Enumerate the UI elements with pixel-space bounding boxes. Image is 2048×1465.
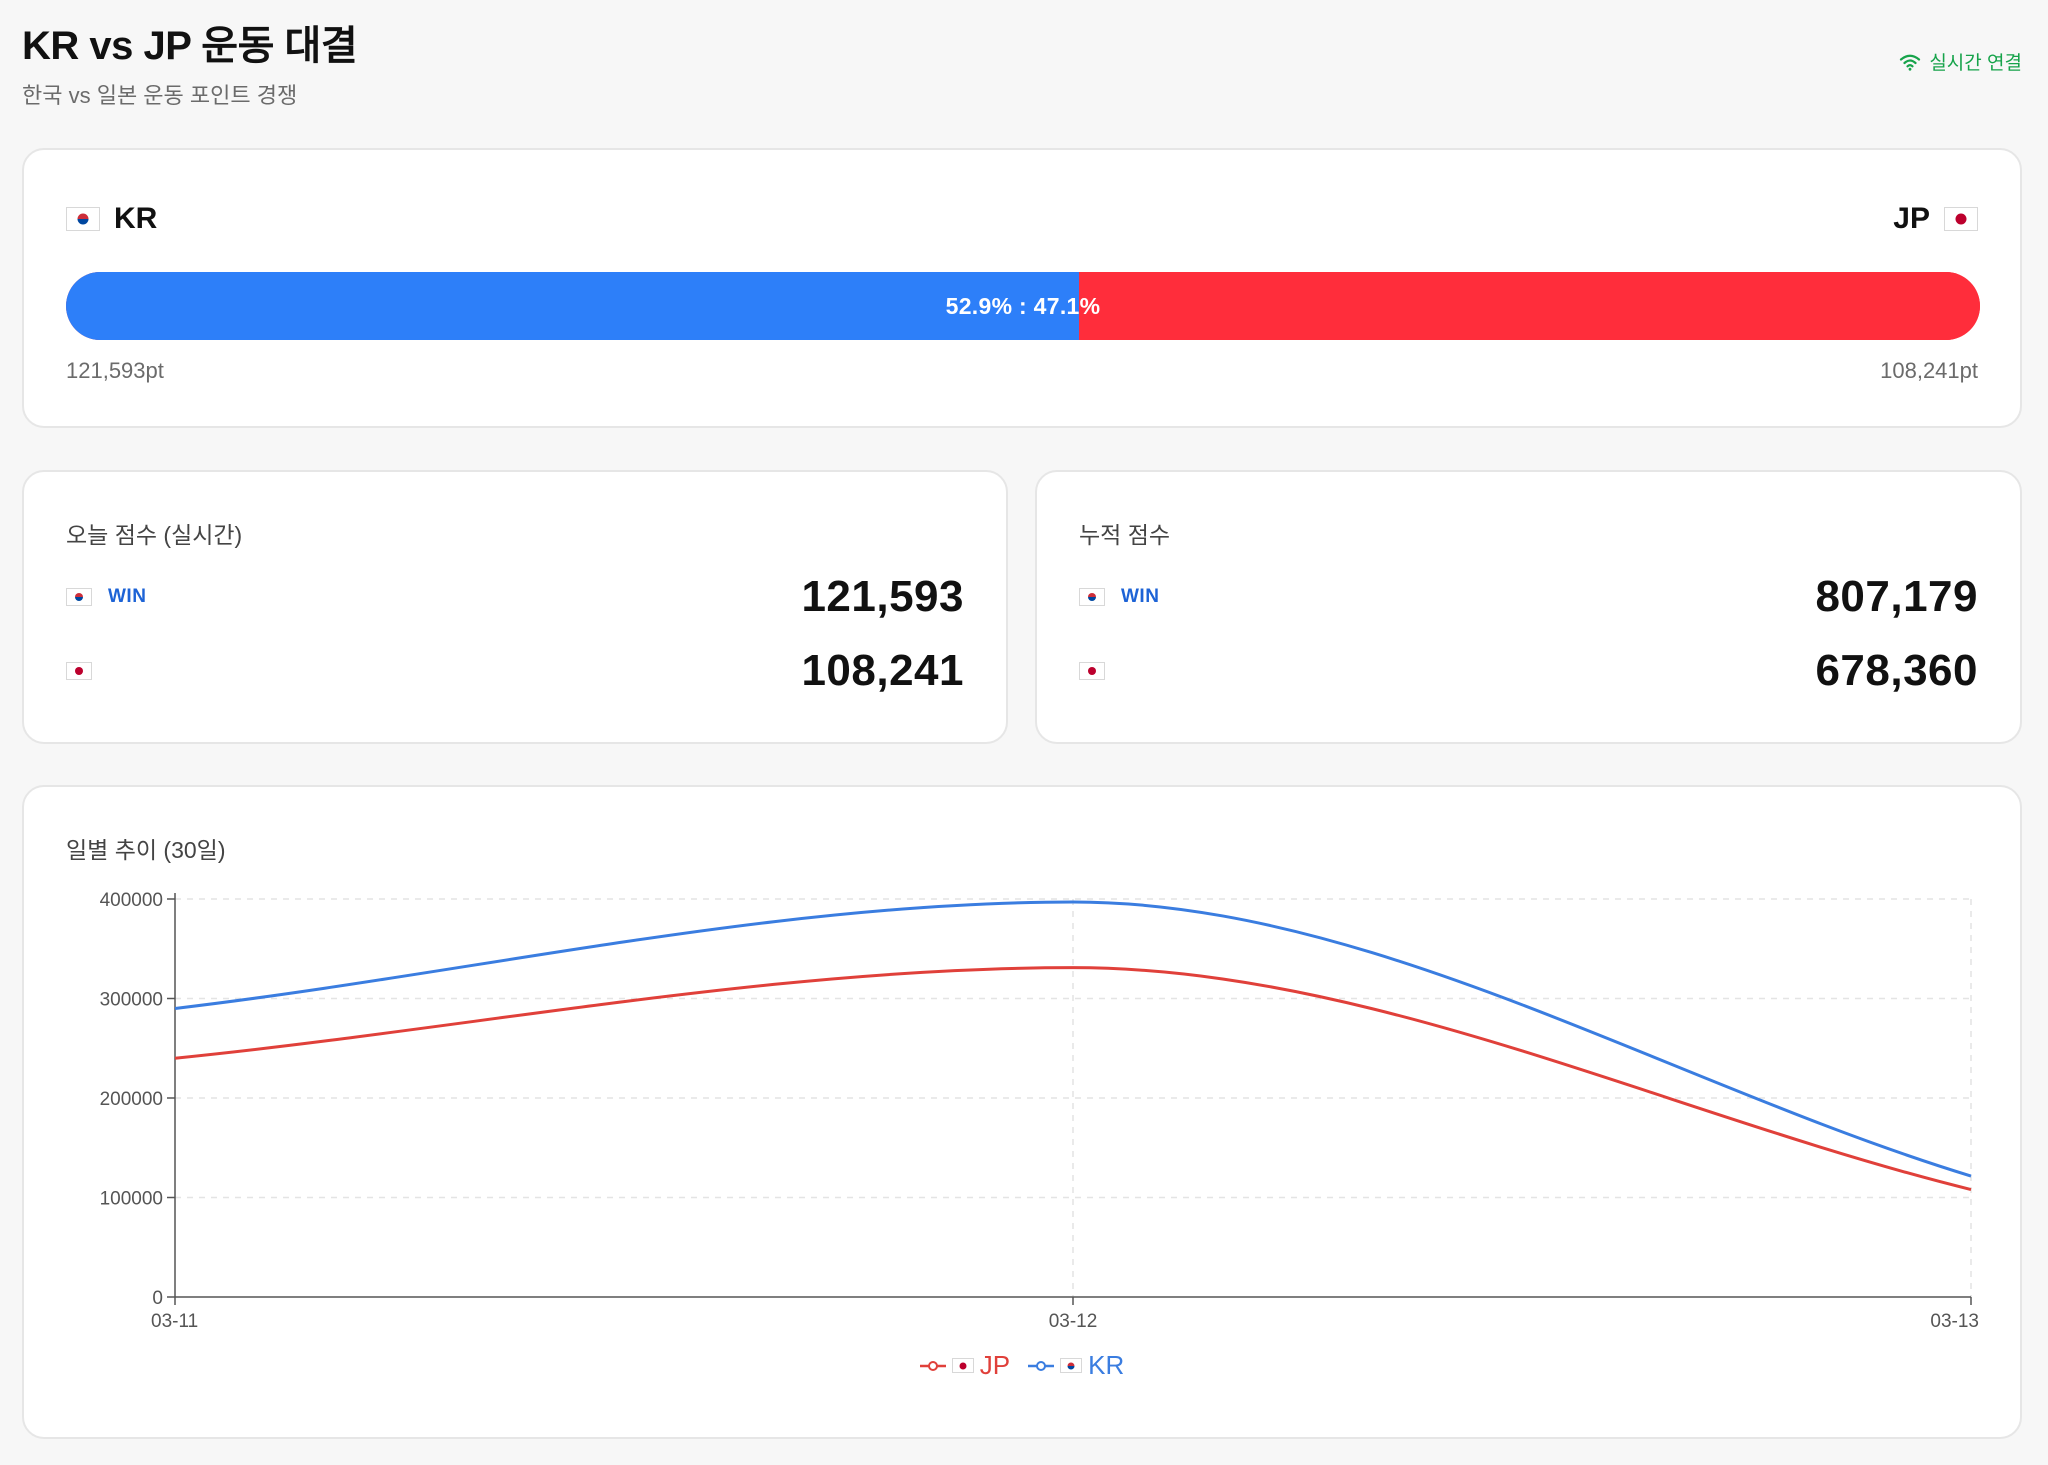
- series-line-jp: [174, 966, 1972, 1191]
- x-tick-label: 03-12: [1049, 1311, 1098, 1332]
- chart-legend: JP KR: [24, 1350, 2020, 1381]
- battle-card: KR JP 52.9% : 47.1% 121,593pt 108,241pt: [22, 148, 2022, 428]
- team-jp-header: JP: [1893, 202, 1978, 236]
- today-score-title: 오늘 점수 (실시간): [66, 522, 243, 548]
- team-kr-label: KR: [114, 202, 158, 235]
- today-score-card: 오늘 점수 (실시간) WIN 121,593 108,241: [22, 470, 1008, 744]
- live-connection-status: 실시간 연결: [1899, 48, 2022, 75]
- total-jp-row: 678,360: [1079, 646, 1978, 696]
- japan-flag-icon: [1079, 662, 1105, 680]
- team-kr-header: KR: [66, 202, 157, 236]
- y-tick-label: 400000: [100, 890, 163, 911]
- line-marker-icon: [919, 1360, 946, 1371]
- win-badge: WIN: [108, 586, 147, 607]
- page-header: KR vs JP 운동 대결 한국 vs 일본 운동 포인트 경쟁: [22, 20, 358, 110]
- page-title: KR vs JP 운동 대결: [22, 24, 358, 68]
- total-score-title: 누적 점수: [1079, 522, 1171, 548]
- page-subtitle: 한국 vs 일본 운동 포인트 경쟁: [22, 83, 298, 108]
- wifi-icon: [1900, 54, 1921, 71]
- today-jp-score: 108,241: [801, 646, 964, 695]
- live-status-label: 실시간 연결: [1929, 53, 2022, 74]
- legend-item-kr[interactable]: KR: [1028, 1350, 1124, 1381]
- today-jp-row: 108,241: [66, 646, 964, 696]
- ratio-label: 52.9% : 47.1%: [945, 292, 1101, 319]
- total-jp-score: 678,360: [1815, 646, 1978, 695]
- trend-chart-title: 일별 추이 (30일): [66, 837, 226, 863]
- y-tick-label: 100000: [100, 1189, 163, 1210]
- trend-chart-card: 일별 추이 (30일) 0 100000 200000 300000 400000 03-…: [22, 785, 2022, 1439]
- ratio-bar-jp: [1078, 272, 1980, 340]
- y-tick-label: 200000: [100, 1089, 163, 1110]
- korea-flag-icon: [66, 207, 100, 231]
- x-tick-label: 03-11: [151, 1311, 198, 1332]
- trend-line-chart: 0 100000 200000 300000 400000 03-11 03-12 03-13: [100, 890, 1979, 1332]
- korea-flag-icon: [1060, 1358, 1083, 1373]
- ratio-bar: 52.9% : 47.1%: [66, 272, 1980, 340]
- total-kr-row: WIN 807,179: [1079, 572, 1978, 622]
- x-tick-label: 03-13: [1930, 1311, 1979, 1332]
- japan-flag-icon: [951, 1358, 974, 1373]
- line-marker-icon: [1028, 1360, 1055, 1371]
- y-tick-label: 300000: [100, 990, 163, 1011]
- japan-flag-icon: [1944, 207, 1978, 231]
- series-line-kr: [174, 900, 1972, 1178]
- team-jp-label: JP: [1893, 202, 1930, 235]
- today-kr-row: WIN 121,593: [66, 572, 964, 622]
- korea-flag-icon: [1079, 588, 1105, 606]
- total-kr-score: 807,179: [1815, 572, 1978, 621]
- legend-item-jp[interactable]: JP: [919, 1350, 1011, 1381]
- japan-flag-icon: [66, 662, 92, 680]
- ratio-bar-kr: [66, 272, 1079, 340]
- y-tick-label: 0: [152, 1288, 163, 1309]
- korea-flag-icon: [66, 588, 92, 606]
- jp-points: 108,241pt: [1880, 358, 1978, 383]
- legend-kr-label: KR: [1088, 1350, 1125, 1380]
- kr-points: 121,593pt: [66, 358, 164, 383]
- today-kr-score: 121,593: [801, 572, 964, 621]
- win-badge: WIN: [1121, 586, 1160, 607]
- total-score-card: 누적 점수 WIN 807,179 678,360: [1035, 470, 2022, 744]
- legend-jp-label: JP: [979, 1350, 1011, 1380]
